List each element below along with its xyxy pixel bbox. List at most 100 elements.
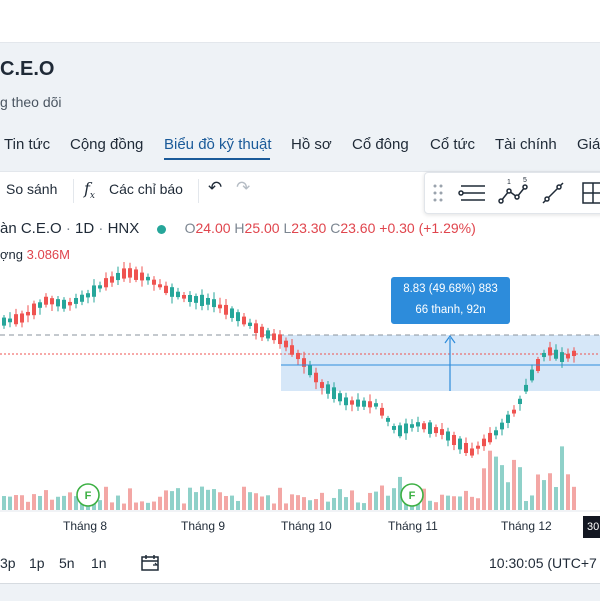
svg-text:5: 5 (523, 177, 527, 184)
candle (350, 400, 354, 405)
volume-bar (500, 465, 504, 510)
earnings-marker-icon[interactable]: F (400, 483, 424, 507)
range-button[interactable]: 1p (29, 555, 45, 571)
volume-bar (254, 493, 258, 510)
candle (134, 269, 138, 280)
fx-icon[interactable]: fx (84, 179, 95, 202)
candle (512, 409, 516, 414)
volume-bar (374, 491, 378, 510)
replay-icon[interactable] (140, 553, 162, 573)
volume-bar (416, 500, 420, 510)
candle (494, 430, 498, 436)
volume-bar (518, 467, 522, 510)
volume-bar (128, 488, 132, 510)
volume-bar (494, 456, 498, 510)
volume-bar (530, 495, 534, 510)
low-label: L (283, 220, 292, 236)
range-button[interactable]: 3p (0, 555, 16, 571)
volume-bar (548, 473, 552, 510)
lines-tool-icon[interactable] (458, 185, 485, 201)
toolbar-divider (198, 179, 199, 203)
volume-bar (506, 482, 510, 510)
candle (230, 308, 234, 318)
candle (182, 294, 186, 299)
volume-bar (482, 468, 486, 510)
pattern-tool-icon[interactable]: 1 5 (498, 177, 528, 204)
compare-button[interactable]: So sánh (6, 181, 58, 197)
open-label: O (184, 220, 196, 236)
volume-bar (440, 494, 444, 510)
tab-community[interactable]: Cộng đồng (70, 136, 144, 153)
top-strip (0, 0, 600, 42)
volume-bar (218, 492, 222, 510)
candle (410, 424, 414, 428)
candle (218, 304, 222, 309)
range-button[interactable]: 5n (59, 555, 75, 571)
tab-bar: Tin tức Cộng đồng Biểu đồ kỹ thuật Hồ sơ… (0, 130, 600, 166)
volume-bar (272, 503, 276, 510)
candle (104, 278, 108, 288)
interval-label[interactable]: 1D (75, 220, 95, 237)
time-cursor-badge: 30 (583, 516, 600, 538)
earnings-marker-icon[interactable]: F (76, 483, 100, 507)
candle (254, 323, 258, 333)
candle (50, 298, 54, 305)
tab-shareholders[interactable]: Cổ đông (352, 136, 409, 153)
candle (8, 318, 12, 323)
svg-text:F: F (85, 490, 92, 502)
time-label: Tháng 10 (281, 519, 332, 533)
tab-technical-chart[interactable]: Biểu đồ kỹ thuật (164, 136, 272, 153)
volume-bar (20, 495, 24, 510)
volume-bar (38, 495, 42, 510)
candle (458, 438, 462, 450)
candle (110, 276, 114, 283)
candle (356, 399, 360, 407)
tab-price[interactable]: Giá (577, 136, 600, 153)
volume-bar (470, 496, 474, 510)
low-value: 23.30 (291, 220, 327, 236)
volume-bar (356, 502, 360, 510)
volume-bar (200, 486, 204, 510)
volume-bar (140, 501, 144, 510)
candle (404, 423, 408, 434)
redo-icon[interactable]: ↷ (236, 178, 251, 197)
candle (470, 448, 474, 456)
time-label: Tháng 8 (63, 519, 108, 533)
volume-bar (344, 497, 348, 510)
tab-finance[interactable]: Tài chính (495, 136, 557, 153)
top-divider (0, 42, 600, 43)
trendline-tool-icon[interactable] (542, 182, 564, 204)
volume-bar (170, 491, 174, 510)
candle (14, 314, 18, 325)
volume-bar (350, 490, 354, 510)
indicators-button[interactable]: Các chỉ báo (109, 181, 183, 197)
tab-dividends[interactable]: Cổ tức (430, 136, 476, 153)
candle (332, 387, 336, 399)
close-label: C (330, 220, 341, 236)
volume-bar (14, 495, 18, 510)
measure-change-text: 8.83 (49.68%) 883 (403, 283, 498, 295)
drag-handle-icon[interactable] (433, 184, 443, 202)
candle (2, 317, 6, 326)
time-label: Tháng 9 (181, 519, 226, 533)
symbol-name[interactable]: àn C.E.O (0, 220, 62, 237)
volume-bar (368, 492, 372, 510)
candle (338, 393, 342, 402)
candle (290, 345, 294, 355)
candle (158, 284, 162, 288)
tab-profile[interactable]: Hồ sơ (291, 136, 332, 153)
candle (248, 322, 252, 326)
range-button[interactable]: 1n (91, 555, 107, 571)
volume-bar (176, 488, 180, 510)
volume-bar (380, 485, 384, 510)
volume-bar (476, 498, 480, 510)
volume-bar (182, 503, 186, 510)
candle (428, 422, 432, 434)
candle (368, 401, 372, 408)
candle (446, 431, 450, 441)
measure-range-box[interactable] (281, 335, 600, 391)
svg-text:1: 1 (507, 179, 511, 186)
tab-news[interactable]: Tin tức (4, 136, 51, 153)
undo-icon[interactable]: ↶ (208, 178, 223, 197)
